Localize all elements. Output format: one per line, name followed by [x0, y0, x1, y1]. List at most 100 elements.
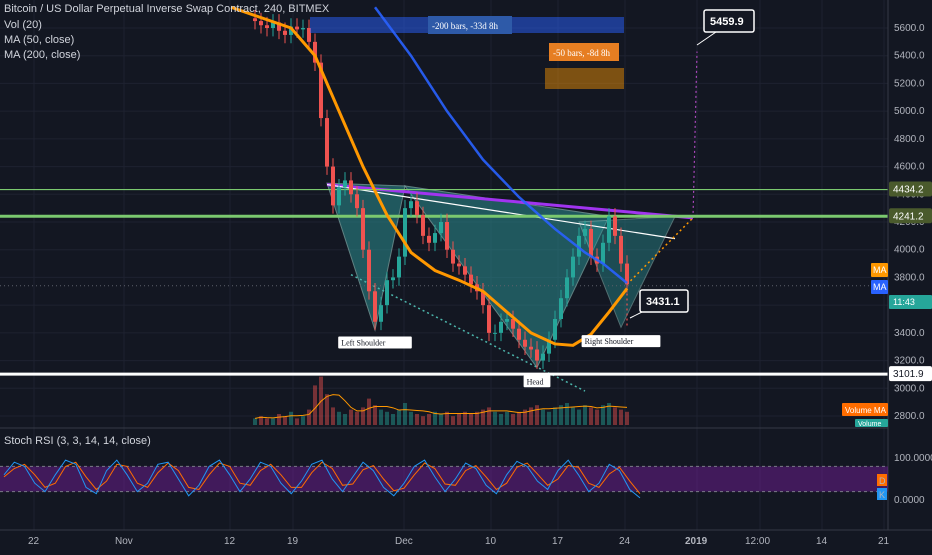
candle-body [451, 249, 455, 264]
candle-body [301, 28, 305, 30]
candle-body [313, 41, 317, 63]
volume-bars [253, 376, 629, 425]
volume-bar [577, 409, 581, 425]
price-tag-label: 11:43 [893, 297, 915, 307]
candle-body [625, 263, 629, 285]
x-tick-label: Nov [115, 536, 133, 547]
volume-ma-line [254, 394, 628, 419]
volume-bar [475, 411, 479, 425]
candle-body [277, 22, 281, 31]
candle-body [403, 208, 407, 257]
volume-bar [439, 414, 443, 425]
volume-bar [535, 405, 539, 425]
ma50-line [230, 5, 629, 347]
indicator-ma200[interactable]: MA (200, close) [4, 49, 81, 61]
volume-bar [607, 403, 611, 425]
volume-tag-bg [855, 419, 888, 427]
price-tag-bg [871, 263, 888, 277]
stoch-d-badge [877, 474, 887, 486]
volume-bar [481, 409, 485, 425]
volume-bar [313, 385, 317, 425]
indicator-ma50[interactable]: MA (50, close) [4, 34, 75, 46]
volume-bar [571, 407, 575, 425]
range-50-tag [549, 43, 619, 61]
volume-bar [361, 407, 365, 425]
volume-bar [397, 409, 401, 425]
candle-body [259, 21, 263, 26]
candle-body [511, 319, 515, 329]
moving-averages [230, 5, 629, 347]
volume-bar [487, 407, 491, 425]
volume-bar [553, 407, 557, 425]
y-tick-label: 3000.0 [894, 383, 925, 394]
indicator-vol[interactable]: Vol (20) [4, 19, 42, 31]
volume-bar [259, 416, 263, 425]
candle-body [295, 26, 299, 30]
candle-body [565, 277, 569, 299]
x-tick-label: 17 [552, 536, 564, 547]
stoch-rsi-panel: 100.0000 0.0000 DK [0, 427, 932, 506]
candle-body [373, 291, 377, 322]
range-200-tag [428, 16, 512, 34]
target-callout-text: 5459.9 [710, 16, 744, 28]
y-tick-label: 3800.0 [894, 272, 925, 283]
volume-bar [391, 414, 395, 425]
volume-bar [403, 403, 407, 425]
range-200-label: -200 bars, -33d 8h [432, 21, 498, 31]
volume-bar [349, 409, 353, 425]
candle-body [355, 194, 359, 209]
pattern-label-box [338, 336, 412, 349]
stoch-title[interactable]: Stoch RSI (3, 3, 14, 14, close) [4, 435, 151, 447]
volume-bar [289, 411, 293, 425]
candle-body [349, 180, 353, 195]
x-tick-label: 12:00 [745, 536, 770, 547]
volume-bar [547, 411, 551, 425]
x-tick-label: 2019 [685, 536, 708, 547]
pattern-label-box [523, 375, 551, 388]
range-50-box [545, 68, 624, 89]
volume-ma-tag-bg [842, 403, 888, 416]
candle-body [535, 349, 539, 361]
candle-body [547, 339, 551, 354]
candle-body [361, 208, 365, 250]
candle-body [487, 305, 491, 333]
annotations: Left Shoulder Head Right Shoulder -200 bars… [310, 9, 755, 388]
current-callout-box [639, 289, 689, 313]
volume-bar [367, 398, 371, 425]
candle-body [601, 242, 605, 264]
volume-bar [619, 409, 623, 425]
range-50-label: -50 bars, -8d 8h [553, 48, 610, 58]
volume-bar [493, 411, 497, 425]
chart-title: Bitcoin / US Dollar Perpetual Inverse Sw… [4, 3, 330, 15]
volume-bar [625, 411, 629, 425]
candle-body [433, 233, 437, 243]
volume-bar [415, 414, 419, 425]
price-tag-label: MA [873, 265, 887, 275]
stoch-band [0, 466, 888, 492]
volume-bar [583, 405, 587, 425]
level-tag-bg [889, 181, 932, 197]
volume-bar [253, 418, 257, 425]
volume-bar [451, 416, 455, 425]
x-tick-label: 10 [485, 536, 497, 547]
target-pointer [696, 31, 717, 46]
volume-bar [355, 411, 359, 425]
candle-body [589, 228, 593, 257]
candle-body [415, 201, 419, 216]
x-tick-label: 24 [619, 536, 631, 547]
stoch-tick-0: 0.0000 [894, 495, 925, 506]
x-tick-label: 12 [224, 536, 236, 547]
stoch-k-badge [877, 488, 887, 500]
current-callout-text: 3431.1 [646, 296, 680, 308]
candle-body [445, 222, 449, 250]
volume-bar [595, 409, 599, 425]
left-shoulder-shape [326, 182, 406, 333]
volume-bar [343, 414, 347, 425]
volume-bar [559, 405, 563, 425]
candle-body [607, 216, 611, 243]
candle-body [541, 353, 545, 361]
volume-bar [511, 414, 515, 425]
candle-body [421, 215, 425, 236]
